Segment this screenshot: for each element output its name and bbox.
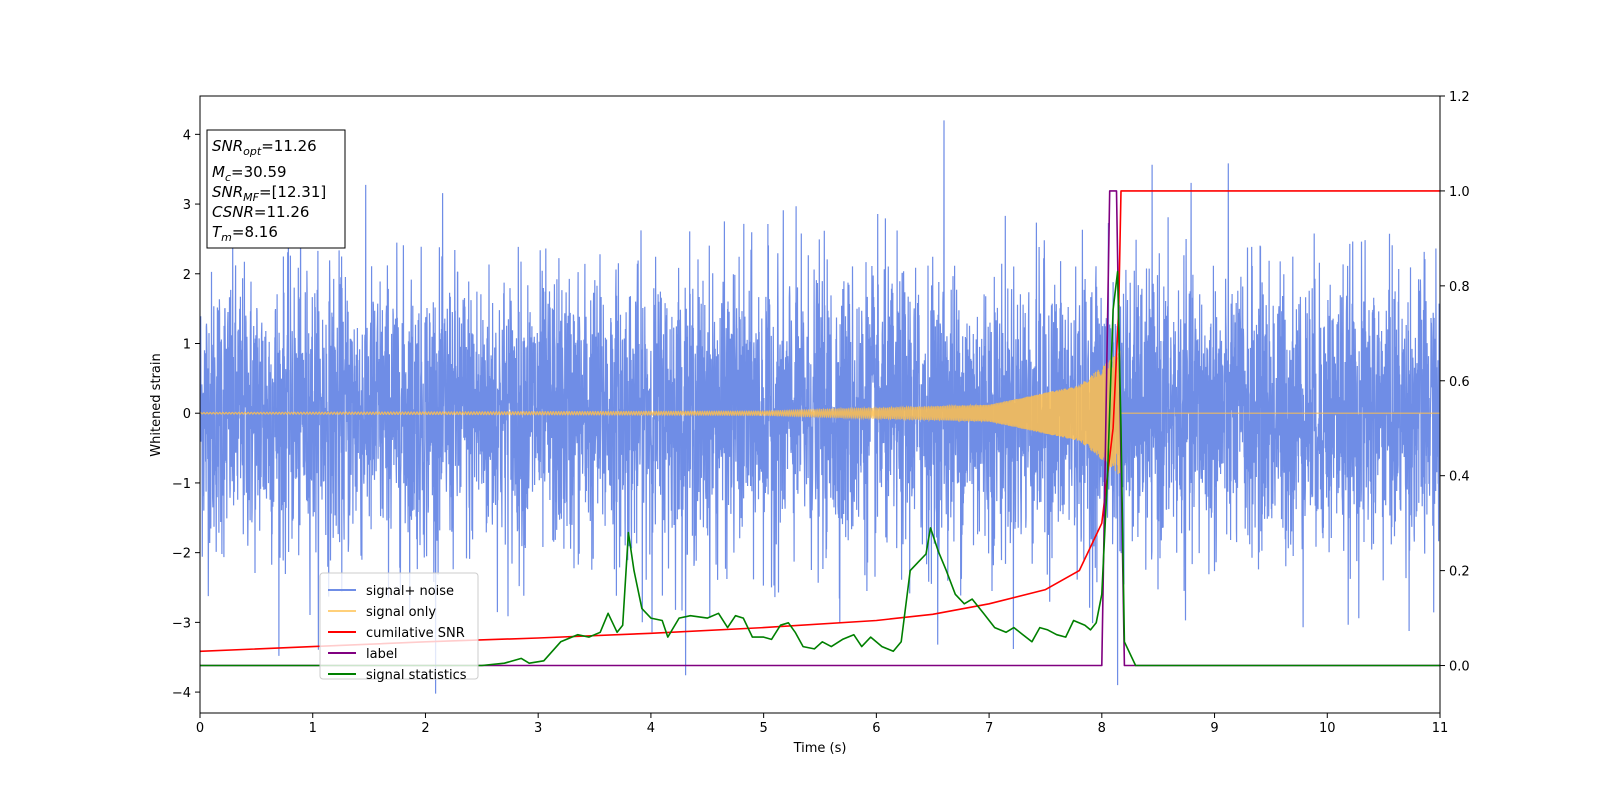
y-tick-label: 2 <box>183 268 191 283</box>
info-mc: Mc=30.59 <box>212 163 287 184</box>
x-tick-label: 1 <box>309 721 317 736</box>
x-tick-label: 8 <box>1098 721 1106 736</box>
legend-signal-statistics-text: signal statistics <box>366 668 467 683</box>
y-tick-label: −4 <box>172 686 191 701</box>
legend-frame <box>319 572 479 680</box>
x-tick-label: 6 <box>872 721 880 736</box>
info-snr-mf: SNRMF=[12.31] <box>212 183 326 204</box>
info-snr-opt: SNRopt=11.26 <box>212 137 317 158</box>
legend: signal+ noise signal only cumilative SNR la… <box>319 572 479 683</box>
series-layer <box>200 120 1440 694</box>
info-box-frame <box>206 129 346 249</box>
y-tick-label: 3 <box>183 198 191 213</box>
x-tick-label: 11 <box>1432 721 1449 736</box>
x-tick-label: 10 <box>1319 721 1336 736</box>
y-tick-label: −3 <box>172 616 191 631</box>
legend-signal-noise-text: signal+ noise <box>366 584 454 599</box>
y-axis-label: Whitened strain <box>149 353 164 456</box>
y-tick-label: 4 <box>183 128 191 143</box>
legend-label-text: label <box>366 647 397 662</box>
y2-tick-label: 0.4 <box>1449 470 1470 485</box>
x-tick-label: 2 <box>421 721 429 736</box>
y2-tick-label: 1.0 <box>1449 185 1470 200</box>
y-tick-label: −1 <box>172 477 191 492</box>
ticks-layer: 0 1 2 3 4 5 6 7 8 9 10 11 −4 −3 −2 −1 0 1 2 3 4 0.0 0.2 0.4 0.6 0… <box>172 90 1470 736</box>
series-cumulative-snr <box>200 190 1440 653</box>
y-tick-label: 1 <box>183 337 191 352</box>
y-tick-label: 0 <box>183 407 191 422</box>
x-tick-label: 7 <box>985 721 993 736</box>
series-signal-statistics <box>200 270 1440 667</box>
y-tick-label: −2 <box>172 547 191 562</box>
y2-tick-label: 0.6 <box>1449 375 1470 390</box>
plot-frame <box>199 95 1441 714</box>
x-tick-label: 4 <box>647 721 655 736</box>
info-box: SNRopt=11.26 Mc=30.59 SNRMF=[12.31] CSNR… <box>206 129 346 249</box>
x-tick-label: 9 <box>1210 721 1218 736</box>
x-axis-label: Time (s) <box>793 741 847 756</box>
y2-tick-label: 0.2 <box>1449 565 1470 580</box>
info-tm: Tm=8.16 <box>212 223 278 244</box>
legend-signal-only-text: signal only <box>366 605 436 620</box>
x-tick-label: 0 <box>196 721 204 736</box>
x-tick-label: 3 <box>534 721 542 736</box>
y2-tick-label: 0.0 <box>1449 660 1470 675</box>
series-signal-only <box>200 350 1440 475</box>
info-csnr: CSNR=11.26 <box>212 203 309 221</box>
y2-tick-label: 1.2 <box>1449 90 1470 105</box>
legend-cumulative-snr-text: cumilative SNR <box>366 626 465 641</box>
x-tick-label: 5 <box>759 721 767 736</box>
y2-tick-label: 0.8 <box>1449 280 1470 295</box>
